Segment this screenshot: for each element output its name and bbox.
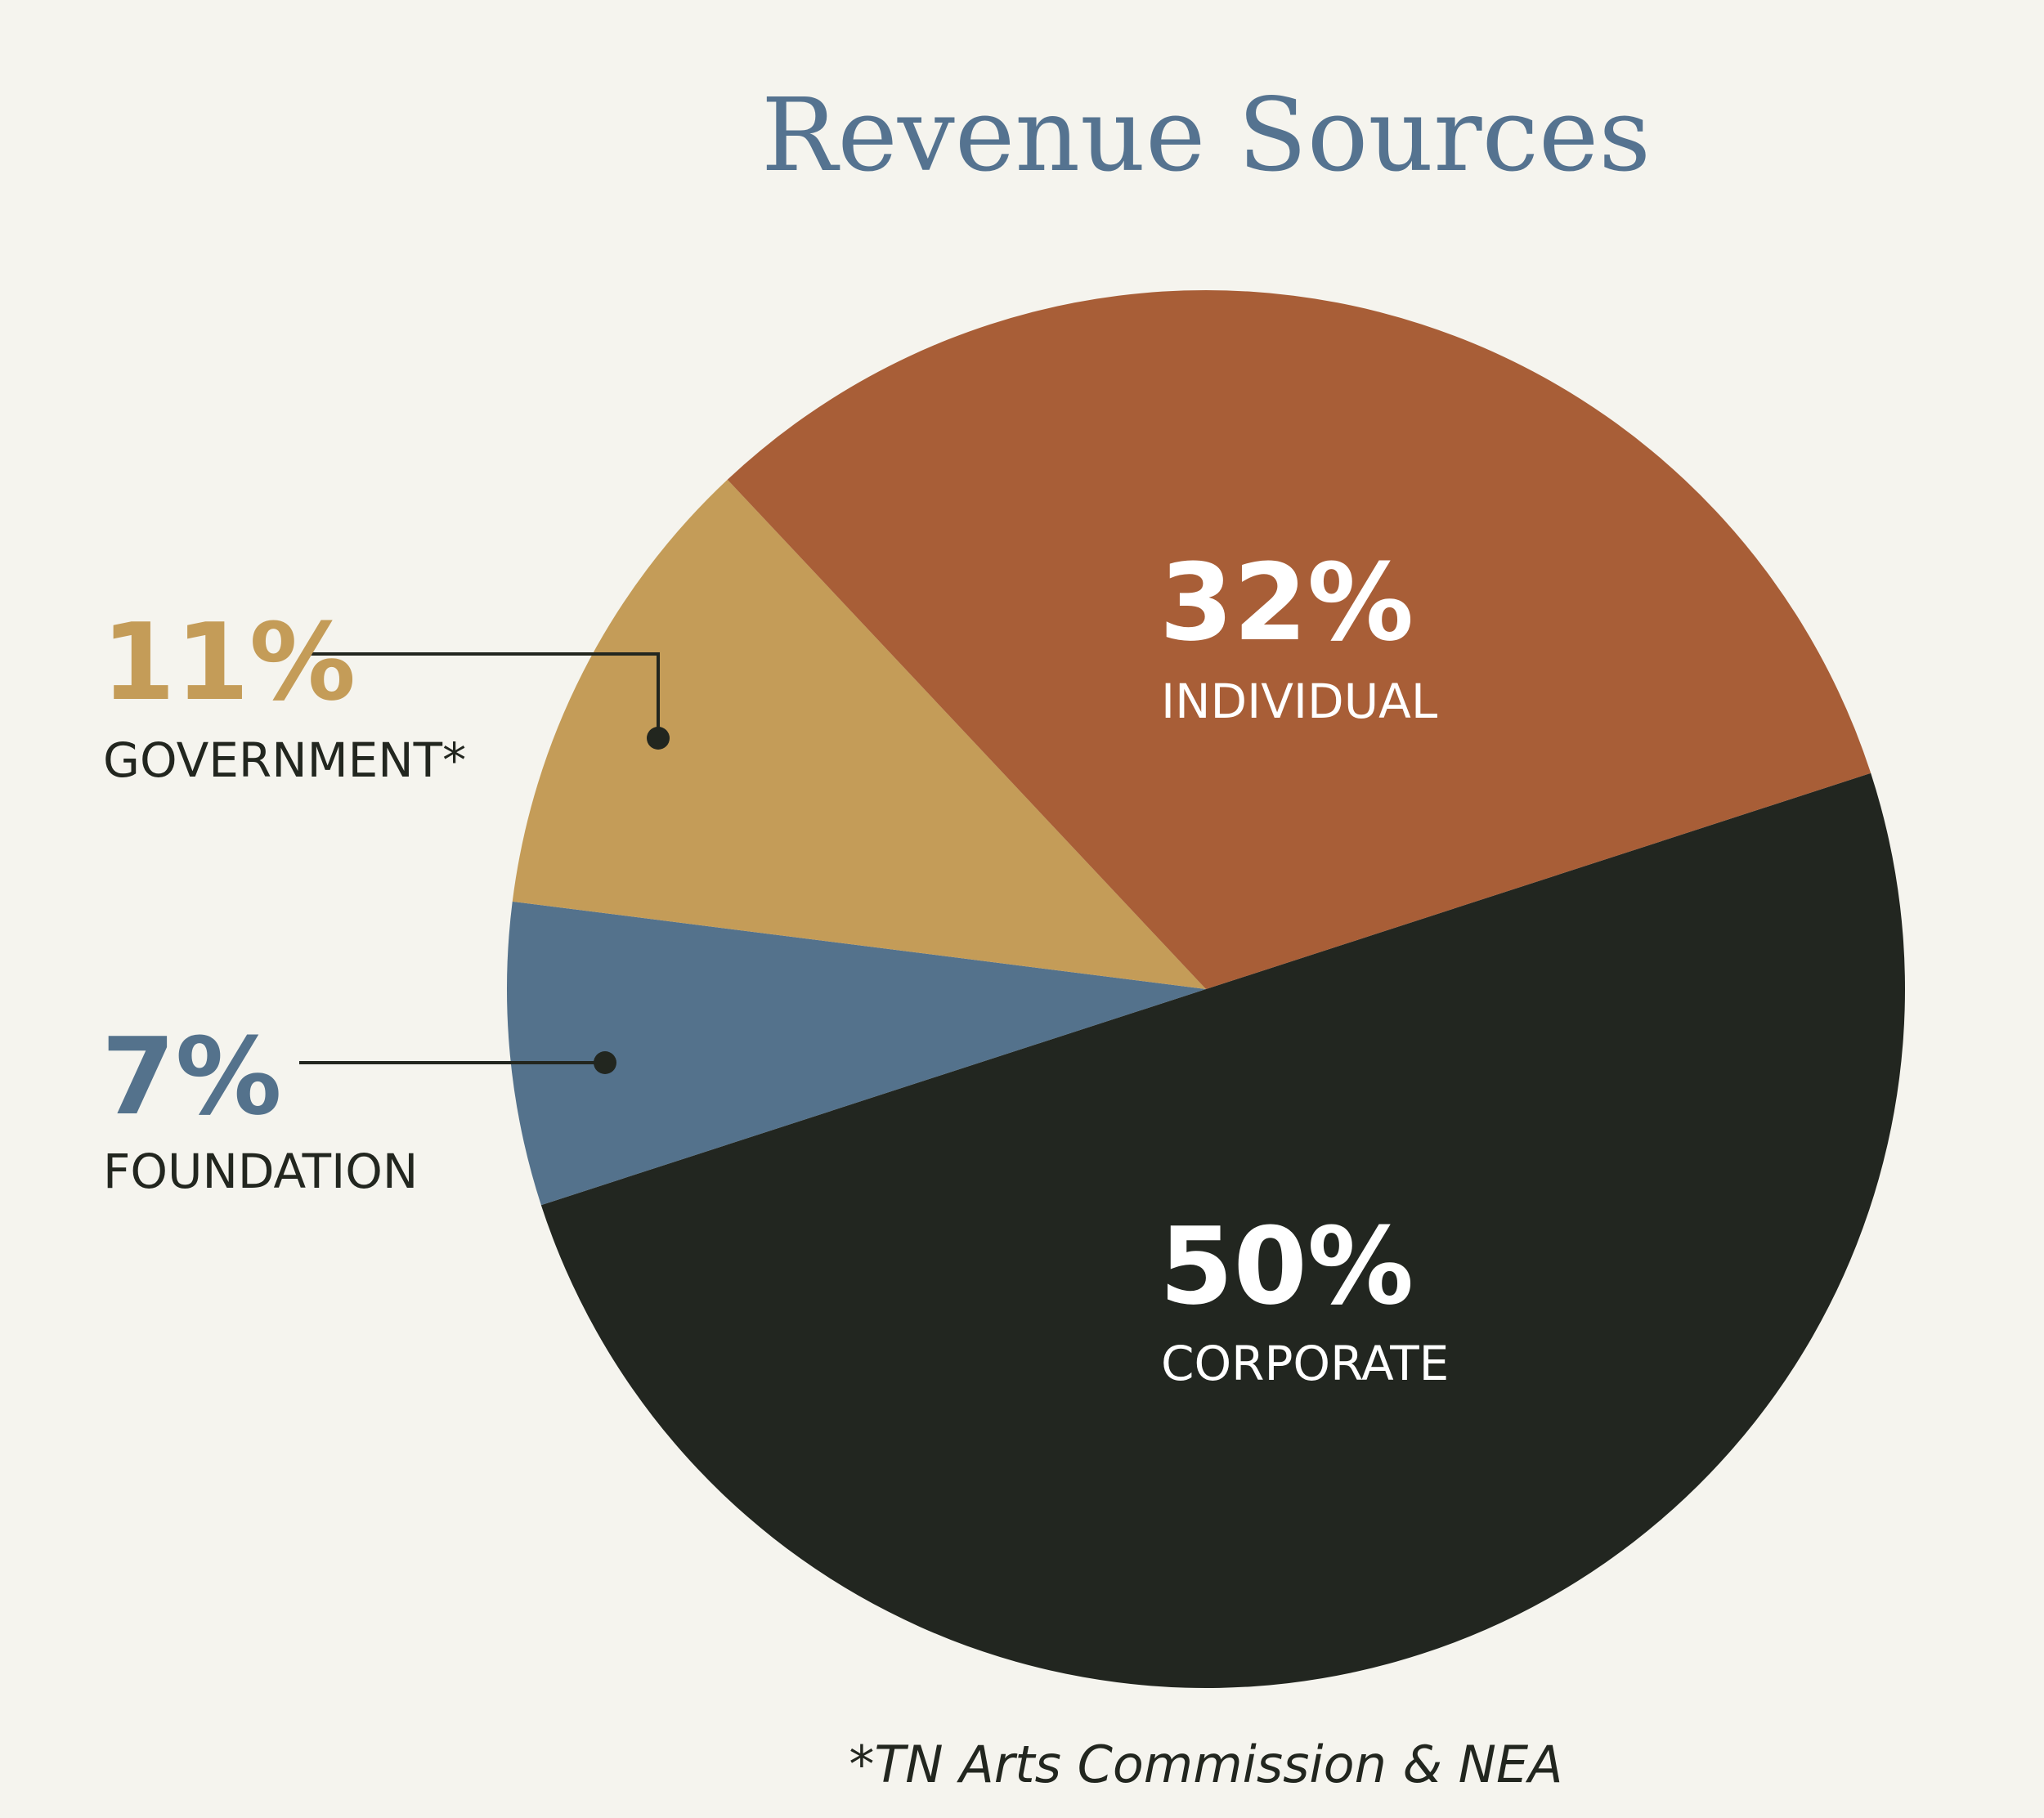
chart-title: Revenue Sources (761, 77, 1651, 195)
corporate-percent-label: 50% (1159, 1204, 1414, 1328)
pie-slice-corporate (540, 772, 1905, 1688)
government-category-label: GOVERNMENT* (103, 732, 466, 788)
corporate-category-label: CORPORATE (1161, 1336, 1449, 1391)
foundation-percent-label: 7% (101, 1014, 282, 1139)
individual-category-label: INDIVIDUAL (1161, 674, 1437, 729)
pie-slice-government (512, 479, 1206, 989)
pie-slice-foundation (507, 901, 1206, 1206)
leader-dot-foundation (594, 1051, 616, 1074)
foundation-category-label: FOUNDATION (103, 1144, 418, 1199)
leader-line-government (305, 652, 670, 750)
government-percent-label: 11% (101, 600, 356, 724)
individual-percent-label: 32% (1159, 540, 1414, 665)
leader-line-foundation (299, 1051, 616, 1074)
pie-slices (507, 290, 1905, 1688)
pie-slice-individual (727, 290, 1871, 990)
leader-dot-government (647, 727, 670, 750)
footnote: *TN Arts Commission & NEA (849, 1735, 1562, 1794)
